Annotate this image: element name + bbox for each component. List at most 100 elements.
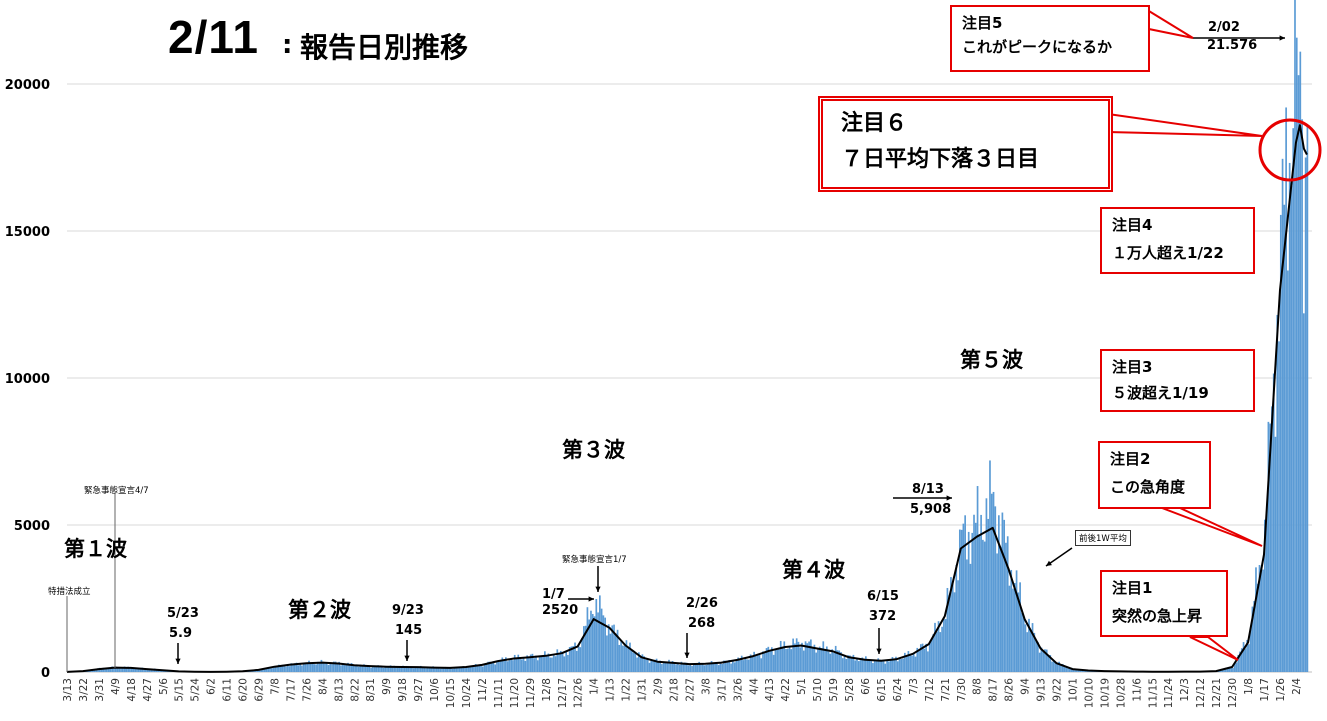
x-tick-label: 7/30: [956, 678, 968, 702]
bar: [451, 668, 454, 672]
bar: [570, 646, 573, 672]
bar: [499, 660, 502, 672]
bar: [545, 656, 548, 672]
bar: [382, 667, 385, 672]
bar: [1294, 0, 1296, 673]
annotation-202-value: 21.576: [1207, 38, 1258, 53]
bar: [935, 631, 938, 672]
x-tick-label: 12/3: [1179, 678, 1191, 702]
x-tick-label: 11/20: [509, 678, 521, 708]
bar: [123, 666, 126, 672]
x-tick-label: 6/29: [254, 678, 266, 702]
bar: [551, 657, 553, 672]
bar: [801, 642, 803, 672]
bar: [393, 665, 395, 672]
bar: [278, 664, 280, 672]
bar: [426, 667, 429, 672]
x-tick-label: 10/19: [1099, 678, 1111, 708]
legend-avg: 前後1W平均: [1075, 530, 1131, 546]
bar: [262, 669, 264, 672]
bar: [258, 670, 261, 672]
bar: [983, 541, 986, 672]
x-tick-label: 1/8: [1243, 678, 1255, 695]
bar: [462, 666, 465, 672]
bar: [639, 656, 642, 672]
bar: [554, 656, 557, 672]
bar: [962, 523, 965, 672]
bar: [806, 643, 809, 672]
bar: [850, 656, 853, 672]
bar: [684, 662, 686, 672]
bar: [998, 515, 1000, 672]
arrow-17-head: [588, 596, 594, 602]
bar: [632, 652, 635, 672]
callout-2-title: 注目2: [1110, 450, 1151, 468]
bar: [646, 658, 649, 672]
bar: [343, 665, 346, 672]
chart-title: 報告日別推移: [300, 31, 469, 64]
bar: [733, 662, 736, 672]
x-tick-label: 10/28: [1115, 678, 1127, 708]
bar: [728, 659, 731, 672]
bar: [604, 617, 607, 672]
bar: [283, 665, 286, 672]
bar: [689, 664, 692, 672]
bar: [318, 663, 321, 672]
x-tick-label: 5/28: [844, 678, 856, 702]
bar: [588, 619, 591, 672]
x-tick-label: 7/3: [908, 678, 920, 695]
bar: [723, 660, 725, 672]
bar: [996, 553, 998, 672]
bar: [829, 653, 832, 672]
bar: [100, 668, 103, 672]
annotation-615-value: 372: [869, 609, 897, 624]
bar: [1249, 627, 1252, 672]
bar: [616, 629, 619, 672]
bar: [795, 638, 798, 672]
arrow-226-head: [684, 652, 690, 658]
x-tick-label: 8/22: [349, 678, 361, 702]
bar: [969, 563, 972, 672]
bar-series: [67, 0, 1309, 673]
pointer-callout-1: [1189, 636, 1239, 661]
bar: [480, 665, 482, 672]
bar: [753, 651, 755, 672]
bar: [494, 664, 497, 672]
x-tick-label: 7/26: [301, 678, 313, 702]
bar: [1010, 569, 1013, 672]
bar: [659, 660, 661, 672]
y-tick-label: 20000: [5, 78, 50, 93]
bar: [435, 667, 438, 672]
bar: [602, 615, 605, 672]
x-axis-ticks: 3/13 3/22 3/31 4/9 4/18 4/27 5/6 5/15 5/24 6/2 6/1…: [62, 678, 1303, 709]
bar: [522, 657, 525, 672]
bar: [285, 666, 287, 672]
arrow-202-head: [1279, 35, 1285, 41]
bar: [380, 665, 383, 672]
x-tick-label: 5/6: [158, 678, 170, 695]
bar: [1281, 158, 1284, 672]
annotation-615-date: 6/15: [867, 589, 899, 604]
bar: [1072, 668, 1075, 672]
bar: [721, 663, 724, 672]
bar: [476, 665, 479, 672]
annotation-tokusoho: 特措法成立: [48, 587, 91, 597]
bar: [865, 656, 867, 672]
bar: [1005, 542, 1007, 672]
x-tick-label: 11/15: [1147, 678, 1159, 708]
bar: [535, 655, 537, 672]
x-tick-label: 10/6: [429, 678, 441, 702]
callout-4-text: １万人超え1/22: [1112, 244, 1224, 263]
bar: [591, 614, 594, 672]
bar: [692, 663, 695, 672]
callout-5-text: これがピークになるか: [962, 38, 1113, 57]
bar: [976, 486, 979, 672]
y-tick-label: 15000: [5, 225, 50, 240]
bar: [985, 498, 988, 672]
bar: [290, 663, 293, 672]
bar: [932, 634, 935, 672]
x-tick-label: 3/22: [78, 678, 90, 702]
bar: [1251, 606, 1254, 672]
bar: [304, 662, 307, 672]
